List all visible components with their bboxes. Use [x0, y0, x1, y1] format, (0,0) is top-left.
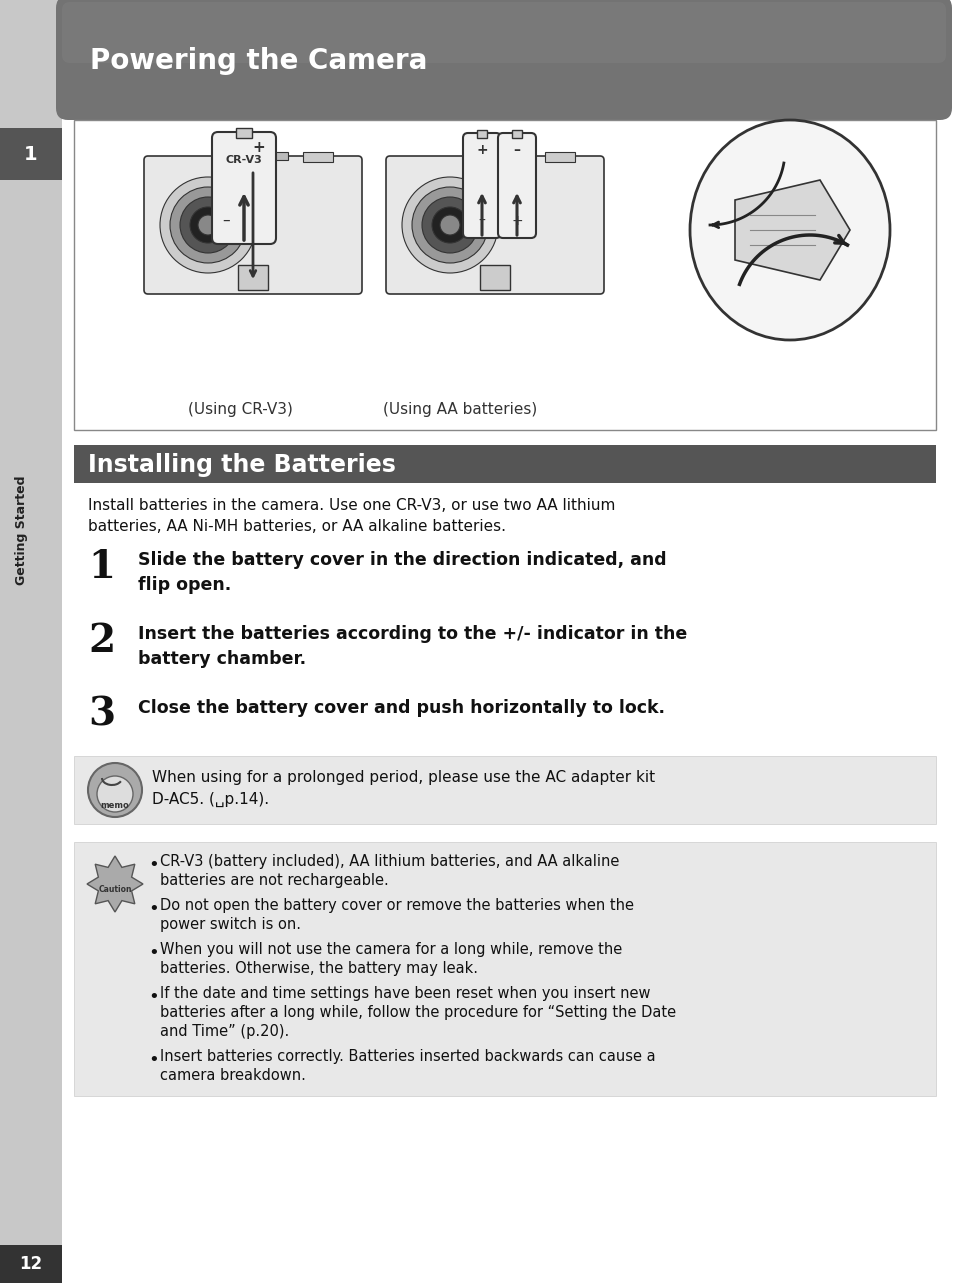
Circle shape [401, 177, 497, 273]
Text: Install batteries in the camera. Use one CR-V3, or use two AA lithium: Install batteries in the camera. Use one… [88, 498, 615, 513]
Circle shape [412, 187, 488, 263]
Text: 3: 3 [88, 695, 115, 734]
Bar [268, 151, 288, 160]
Text: battery chamber.: battery chamber. [138, 650, 306, 668]
Text: Slide the battery cover in the direction indicated, and: Slide the battery cover in the direction… [138, 550, 666, 568]
Text: Caution: Caution [98, 885, 132, 894]
Text: •: • [148, 899, 158, 919]
Polygon shape [87, 856, 143, 912]
Circle shape [170, 187, 246, 263]
Bar [74, 756, 935, 824]
FancyBboxPatch shape [62, 3, 945, 63]
Text: power switch is on.: power switch is on. [160, 917, 301, 931]
FancyBboxPatch shape [497, 133, 536, 239]
Text: –: – [222, 213, 230, 227]
FancyBboxPatch shape [56, 0, 951, 121]
Bar [544, 151, 575, 162]
Text: batteries, AA Ni-MH batteries, or AA alkaline batteries.: batteries, AA Ni-MH batteries, or AA alk… [88, 520, 505, 534]
Text: +: + [511, 214, 522, 228]
Text: Insert the batteries according to the +/- indicator in the: Insert the batteries according to the +/… [138, 625, 686, 643]
Bar [512, 130, 521, 139]
Text: •: • [148, 988, 158, 1006]
Text: CR-V3 (battery included), AA lithium batteries, and AA alkaline: CR-V3 (battery included), AA lithium bat… [160, 854, 618, 869]
Bar [237, 266, 268, 290]
FancyBboxPatch shape [74, 121, 935, 430]
Bar [303, 151, 333, 162]
Text: CR-V3: CR-V3 [226, 155, 262, 166]
Text: batteries. Otherwise, the battery may leak.: batteries. Otherwise, the battery may le… [160, 961, 477, 976]
Text: 2: 2 [88, 622, 115, 659]
Bar [235, 128, 252, 139]
Text: camera breakdown.: camera breakdown. [160, 1067, 306, 1083]
Bar [476, 130, 486, 139]
Text: Close the battery cover and push horizontally to lock.: Close the battery cover and push horizon… [138, 699, 664, 717]
Circle shape [97, 776, 132, 812]
Text: 12: 12 [19, 1255, 43, 1273]
Bar [0, 1245, 62, 1283]
Text: Do not open the battery cover or remove the batteries when the: Do not open the battery cover or remove … [160, 898, 634, 913]
Circle shape [190, 207, 226, 242]
Circle shape [198, 216, 218, 235]
Text: Powering the Camera: Powering the Camera [90, 47, 427, 74]
Ellipse shape [689, 121, 889, 340]
Text: When using for a prolonged period, please use the AC adapter kit: When using for a prolonged period, pleas… [152, 770, 655, 785]
Text: •: • [148, 1051, 158, 1069]
Text: D-AC5. (␣p.14).: D-AC5. (␣p.14). [152, 792, 269, 807]
Circle shape [88, 763, 142, 817]
Text: +: + [253, 141, 265, 155]
Bar [479, 266, 510, 290]
Text: Getting Started: Getting Started [15, 475, 29, 585]
Text: Insert batteries correctly. Batteries inserted backwards can cause a: Insert batteries correctly. Batteries in… [160, 1049, 655, 1064]
Polygon shape [734, 180, 849, 280]
FancyBboxPatch shape [386, 157, 603, 294]
Text: 1: 1 [24, 145, 38, 164]
Text: •: • [148, 944, 158, 962]
Text: (Using CR-V3): (Using CR-V3) [188, 402, 293, 417]
Bar [0, 128, 62, 180]
Text: memo: memo [100, 802, 130, 811]
Circle shape [432, 207, 468, 242]
Bar [0, 0, 62, 1283]
Text: +: + [476, 142, 487, 157]
FancyBboxPatch shape [212, 132, 275, 244]
Circle shape [421, 198, 477, 253]
Text: batteries are not rechargeable.: batteries are not rechargeable. [160, 872, 388, 888]
FancyBboxPatch shape [462, 133, 500, 239]
Text: •: • [148, 856, 158, 874]
Text: Installing the Batteries: Installing the Batteries [88, 453, 395, 477]
Circle shape [160, 177, 255, 273]
Circle shape [439, 216, 459, 235]
FancyBboxPatch shape [144, 157, 361, 294]
Text: When you will not use the camera for a long while, remove the: When you will not use the camera for a l… [160, 942, 621, 957]
Bar [74, 842, 935, 1096]
Text: –: – [478, 214, 485, 228]
Bar [510, 151, 530, 160]
Text: (Using AA batteries): (Using AA batteries) [382, 402, 537, 417]
Text: If the date and time settings have been reset when you insert new: If the date and time settings have been … [160, 987, 650, 1001]
Text: and Time” (p.20).: and Time” (p.20). [160, 1024, 289, 1039]
Text: batteries after a long while, follow the procedure for “Setting the Date: batteries after a long while, follow the… [160, 1005, 676, 1020]
Bar [74, 445, 935, 482]
Text: 1: 1 [88, 548, 115, 586]
Circle shape [180, 198, 235, 253]
Text: flip open.: flip open. [138, 576, 231, 594]
Text: –: – [513, 142, 520, 157]
